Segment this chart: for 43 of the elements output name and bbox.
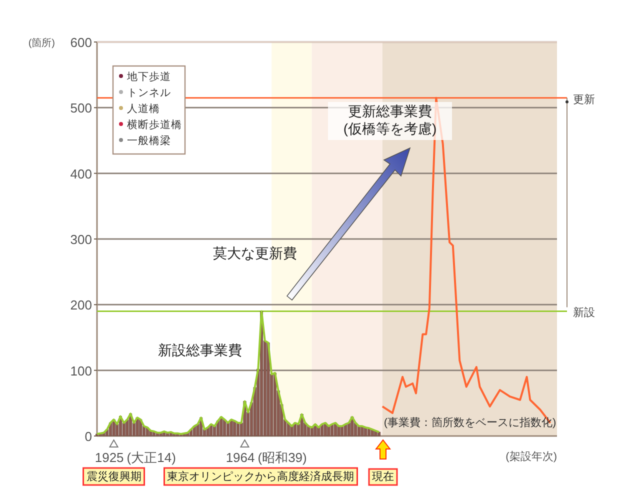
bar xyxy=(357,426,360,436)
y-tick-label: 500 xyxy=(70,100,92,116)
y-tick-label: 200 xyxy=(70,298,92,313)
text: 現在 xyxy=(372,471,394,483)
annotation: 莫大な更新費 xyxy=(213,245,297,261)
bar xyxy=(286,422,290,436)
text: (昭和39) xyxy=(258,450,307,465)
annotation: (事業費：箇所数をベースに指数化) xyxy=(384,416,556,429)
y-axis-title: (箇所) xyxy=(28,37,55,49)
annotation: トンネル xyxy=(127,87,171,99)
bar xyxy=(327,426,330,436)
bar xyxy=(340,426,344,436)
bar xyxy=(290,426,294,436)
bar xyxy=(317,427,320,436)
bar xyxy=(223,419,226,436)
bar xyxy=(226,422,230,436)
bar xyxy=(233,420,236,436)
ref-line-label: 更新 xyxy=(573,92,595,106)
annotation: 一般橋梁 xyxy=(127,134,171,147)
x-tick-label: 1964 xyxy=(226,450,255,465)
bar xyxy=(337,426,340,436)
annotation: 横断歩道橋 xyxy=(127,118,182,131)
ref-line-label: 新設 xyxy=(573,306,595,320)
bar xyxy=(273,372,276,436)
bar xyxy=(310,427,314,436)
bar xyxy=(236,422,240,436)
x-tick-label: 1925 xyxy=(94,450,124,465)
y-tick-label: 400 xyxy=(70,166,92,182)
series-label: 新設総事業費 xyxy=(158,342,242,358)
series-label: 更新総事業費 (仮橋等を考慮) xyxy=(343,103,437,136)
y-tick-label: 300 xyxy=(70,232,92,247)
annotation: 地下歩道 xyxy=(126,70,171,83)
text: 震災復興期 xyxy=(86,470,142,483)
text: 東京オリンピックから高度経済成長期 xyxy=(167,470,354,483)
x-axis-title: (架設年次) xyxy=(506,450,557,463)
bar xyxy=(266,342,270,436)
y-tick-label: 0 xyxy=(84,429,92,444)
bar xyxy=(364,427,368,436)
bar xyxy=(220,416,223,436)
annotation: 人道橋 xyxy=(127,103,160,115)
y-tick-label: 600 xyxy=(70,35,92,50)
text: (大正14) xyxy=(126,450,176,465)
y-tick-label: 100 xyxy=(70,363,92,378)
